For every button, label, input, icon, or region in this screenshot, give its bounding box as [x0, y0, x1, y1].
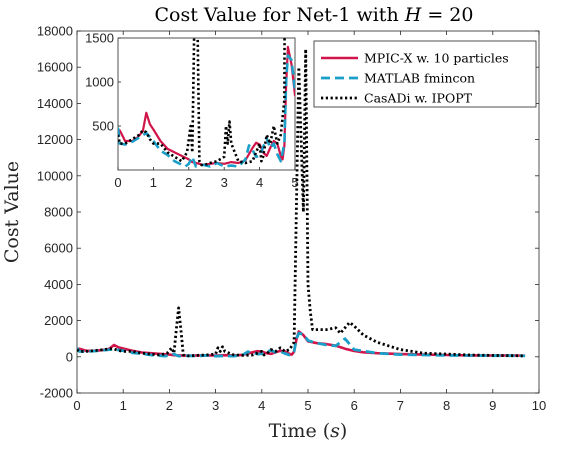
- y-tick-label: 12000: [37, 132, 73, 147]
- inset-y-tick-label: 1500: [85, 31, 114, 46]
- x-axis: 0 1 2 3 4 5 6 7 8 9 10: [73, 31, 546, 413]
- inset-y-tick-label: 500: [92, 119, 114, 134]
- x-tick-label: 4: [258, 398, 265, 413]
- inset-x-tick-label: 1: [150, 175, 157, 190]
- x-tick-label: 10: [532, 398, 546, 413]
- inset-x-tick-label: 0: [114, 175, 121, 190]
- y-tick-label: 18000: [37, 24, 73, 39]
- legend-box: [313, 40, 537, 108]
- x-tick-label: 3: [212, 398, 219, 413]
- inset-series-line-2: [118, 38, 286, 167]
- x-tick-label: 9: [489, 398, 496, 413]
- main-series-group: [77, 47, 526, 358]
- y-axis-label: Cost Value: [1, 161, 23, 263]
- legend-label-2: CasADi w. IPOPT: [364, 91, 473, 106]
- x-tick-label: 1: [120, 398, 127, 413]
- series-line-2: [77, 47, 526, 358]
- inset-x-tick-label: 2: [185, 175, 192, 190]
- inset-y-axis: 500 1000 1500: [85, 31, 121, 134]
- y-tick-label: -2000: [40, 386, 73, 401]
- y-tick-label: 4000: [44, 277, 73, 292]
- y-tick-label: 6000: [44, 241, 73, 256]
- inset-x-axis: 0 1 2 3 4 5: [114, 167, 299, 190]
- inset-series-group: [118, 38, 295, 168]
- y-tick-label: 0: [66, 349, 73, 364]
- inset-series-line-1: [118, 54, 295, 168]
- inset-x-tick-label: 3: [221, 175, 228, 190]
- x-tick-label: 0: [73, 398, 80, 413]
- y-tick-label: 14000: [37, 96, 73, 111]
- chart-title: Cost Value for Net-1 with H = 20: [155, 4, 474, 26]
- legend-label-0: MPIC-X w. 10 particles: [364, 51, 509, 66]
- inset-x-tick-label: 5: [291, 175, 298, 190]
- inset-x-tick-label: 4: [256, 175, 263, 190]
- y-axis: -200002000400060008000100001200014000160…: [37, 24, 539, 401]
- y-tick-label: 10000: [37, 168, 73, 183]
- legend: MPIC-X w. 10 particles MATLAB fmincon CasA…: [313, 40, 537, 108]
- x-tick-label: 5: [304, 398, 311, 413]
- inset-y-tick-label: 1000: [85, 75, 114, 90]
- inset-chart: 0 1 2 3 4 5 500 1000 1500: [85, 31, 299, 191]
- x-axis-label: Time (s): [269, 420, 348, 442]
- series-line-1: [77, 331, 526, 358]
- y-tick-label: 2000: [44, 313, 73, 328]
- x-tick-label: 7: [397, 398, 404, 413]
- x-tick-label: 2: [166, 398, 173, 413]
- y-tick-label: 16000: [37, 60, 73, 75]
- legend-label-1: MATLAB fmincon: [364, 71, 475, 86]
- x-tick-label: 8: [443, 398, 450, 413]
- y-tick-label: 8000: [44, 205, 73, 220]
- x-tick-label: 6: [351, 398, 358, 413]
